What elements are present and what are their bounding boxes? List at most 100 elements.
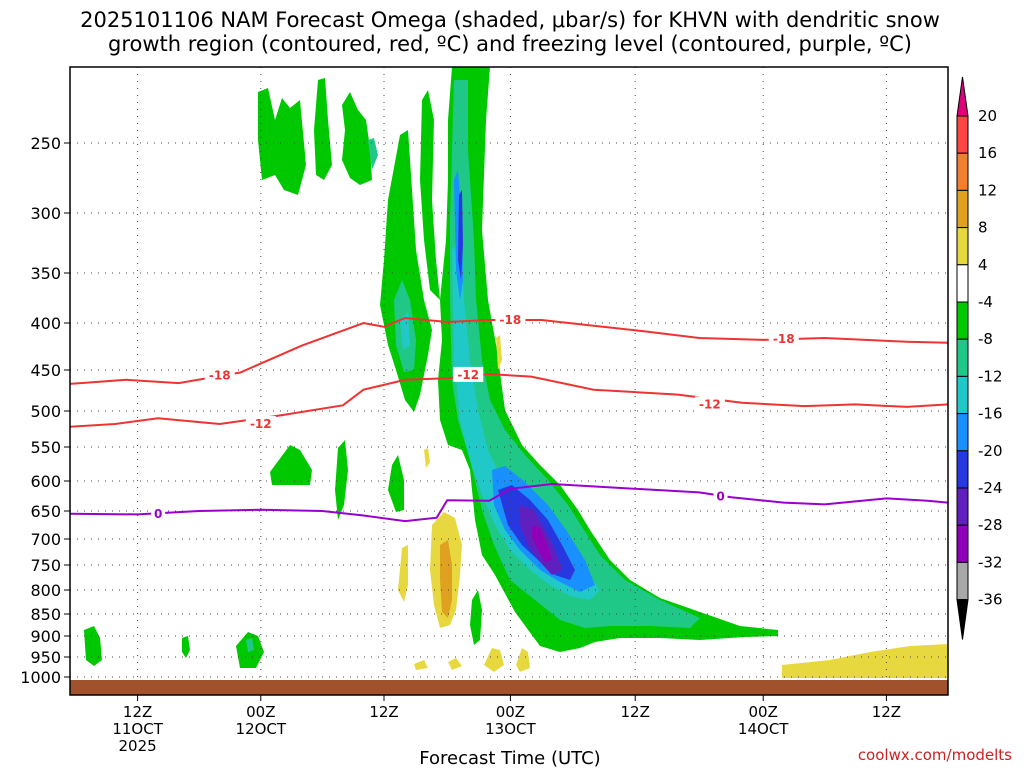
contour-layer: -18 -18 -18 -12 -12 -12 0 0 xyxy=(69,312,949,523)
subsidence-speck-2 xyxy=(496,335,502,370)
contour-label: 0 xyxy=(154,507,162,521)
colorbar-level-label: 8 xyxy=(978,219,988,237)
thin-plume xyxy=(420,90,440,300)
low-patch-3-core xyxy=(246,638,254,652)
mid-patch-2 xyxy=(335,440,348,520)
y-tick-label: 700 xyxy=(30,530,61,549)
colorbar-bottom-arrow xyxy=(956,599,969,640)
colorbar-level-label: 20 xyxy=(978,107,997,125)
colorbar-level-label: -36 xyxy=(978,591,1003,609)
contour-line-2 xyxy=(69,482,949,523)
y-tick-label: 900 xyxy=(30,627,61,646)
y-tick-label: 1000 xyxy=(20,668,61,687)
contour-label-bg xyxy=(204,367,235,383)
omega-shading-layer xyxy=(84,67,948,678)
subsidence-core xyxy=(440,540,452,618)
x-tick-label: 12Z xyxy=(123,703,152,721)
y-tick-label: 600 xyxy=(30,472,61,491)
x-tick-label: 12OCT xyxy=(236,720,287,738)
subsidence-speck-1 xyxy=(424,448,430,468)
contour-label-bg xyxy=(694,396,725,412)
mid-patch-1 xyxy=(270,445,312,485)
contour-label: -12 xyxy=(457,368,479,382)
y-tick-label: 800 xyxy=(30,581,61,600)
upper-darkblue-streak xyxy=(458,190,463,280)
upper-ascent-patch-3 xyxy=(342,92,372,185)
colorbar-level-label: -28 xyxy=(978,516,1003,534)
main-plume-cyan xyxy=(452,240,600,600)
chart-title-line-2: growth region (contoured, red, ºC) and f… xyxy=(108,32,912,56)
y-tick-label: 650 xyxy=(30,502,61,521)
chart-title-line-1: 2025101106 NAM Forecast Omega (shaded, μ… xyxy=(80,8,940,32)
colorbar-swatch xyxy=(956,264,969,303)
subsidence-surface xyxy=(782,644,948,678)
x-tick-label: 12Z xyxy=(872,703,901,721)
contour-label: 0 xyxy=(716,490,724,504)
y-tick-label: 850 xyxy=(30,605,61,624)
colorbar-swatch xyxy=(956,152,969,191)
colorbar-swatch xyxy=(956,375,969,415)
colorbar-level-label: -8 xyxy=(978,330,993,348)
y-tick-label: 450 xyxy=(30,361,61,380)
colorbar-level-label: -24 xyxy=(978,479,1003,497)
contour-label: -18 xyxy=(500,313,522,327)
colorbar-level-label: -16 xyxy=(978,405,1003,423)
colorbar-top-arrow xyxy=(956,76,969,117)
contour-label-bg xyxy=(713,488,728,504)
subsidence-speck-4 xyxy=(448,658,462,670)
subsidence-speck-3 xyxy=(414,660,428,670)
low-patch-2 xyxy=(182,636,190,658)
colorbar-level-label: -32 xyxy=(978,553,1003,571)
colorbar-swatch xyxy=(956,487,969,526)
low-patch-left xyxy=(470,590,482,645)
contour-label: -18 xyxy=(773,332,795,346)
x-tick-label: 12Z xyxy=(369,703,398,721)
colorbar-level-label: -20 xyxy=(978,442,1003,460)
x-axis-label: Forecast Time (UTC) xyxy=(419,748,600,768)
colorbar-swatch xyxy=(956,450,969,489)
contour-label-bg xyxy=(453,366,484,382)
colorbar-level-label: 12 xyxy=(978,181,997,199)
y-tick-label: 750 xyxy=(30,556,61,575)
y-axis: 250 300 350 400 450 500 550 600 650 700 750 800 850 9… xyxy=(20,134,70,687)
plot-frame xyxy=(69,66,949,696)
colorbar-swatch xyxy=(956,301,969,340)
colorbar-swatch xyxy=(956,524,969,563)
upper-ascent-patch-1 xyxy=(258,88,306,195)
max-ascent-core xyxy=(532,525,552,562)
upper-ascent-core-3 xyxy=(368,138,378,170)
low-patch-1 xyxy=(84,626,102,666)
colorbar-swatch xyxy=(956,561,969,601)
y-tick-label: 350 xyxy=(30,264,61,283)
colorbar: 20 16 12 8 4 -4 -8 -12 -16 -20 -24 -28 -32 -36 xyxy=(956,76,1003,640)
x-tick-label: 00Z xyxy=(496,703,525,721)
contour-label-bg xyxy=(151,505,166,521)
colorbar-swatch xyxy=(956,227,969,266)
colorbar-level-label: -4 xyxy=(978,293,993,311)
contour-label-bg xyxy=(768,330,799,346)
credit-text: coolwx.com/modelts xyxy=(858,746,1012,764)
upper-ascent-patch-2 xyxy=(314,78,332,180)
colorbar-level-label: -12 xyxy=(978,367,1003,385)
contour-label: -12 xyxy=(699,397,721,411)
subsidence-strip xyxy=(398,545,408,602)
colorbar-swatch xyxy=(956,338,969,377)
left-plume-core-2 xyxy=(400,312,410,350)
colorbar-swatch xyxy=(956,115,969,154)
left-plume xyxy=(380,130,432,412)
contour-label: -12 xyxy=(250,417,272,431)
y-tick-label: 400 xyxy=(30,314,61,333)
subsidence-speck-5 xyxy=(484,648,504,672)
colorbar-swatch xyxy=(956,413,969,452)
y-tick-label: 550 xyxy=(30,438,61,457)
colorbar-level-label: 4 xyxy=(978,256,988,274)
contour-label: -18 xyxy=(209,369,231,383)
subsidence-speck-6 xyxy=(516,648,530,672)
x-tick-label: 2025 xyxy=(119,737,157,755)
contour-label-bg xyxy=(245,415,276,431)
colorbar-level-label: 16 xyxy=(978,144,997,162)
x-tick-label: 11OCT xyxy=(112,720,163,738)
ground-strip xyxy=(70,680,948,695)
x-tick-label: 00Z xyxy=(246,703,275,721)
